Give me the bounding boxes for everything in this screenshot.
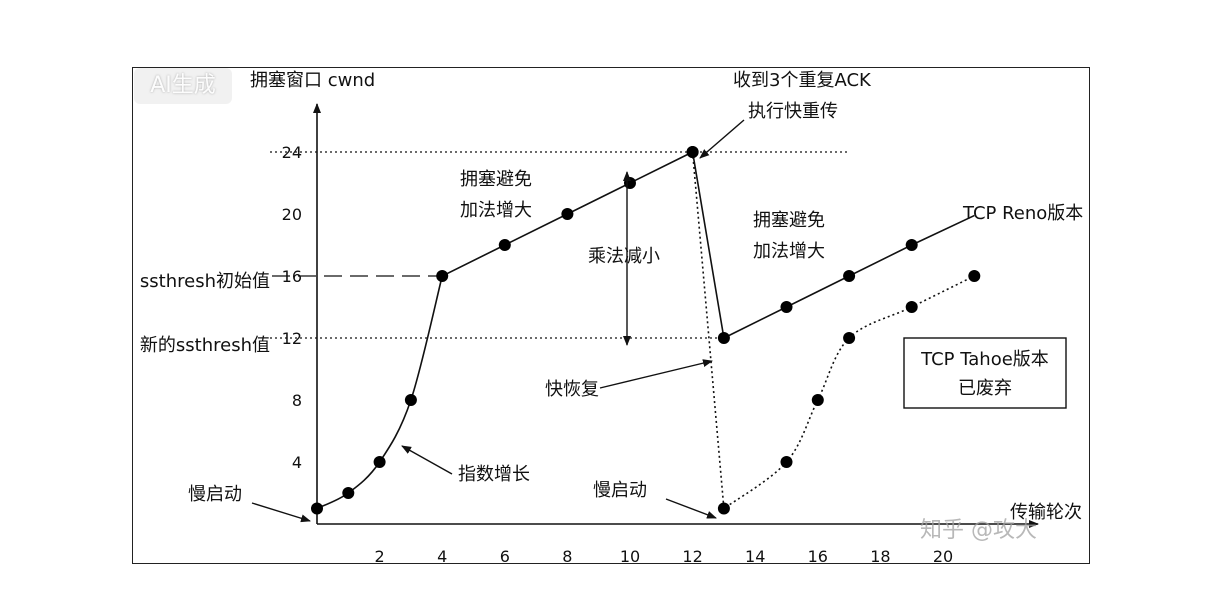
tahoe-data-point: [905, 301, 918, 313]
reno-data-point: [342, 487, 355, 499]
exponential-growth-label: 指数增长: [458, 464, 530, 485]
reno-data-point: [624, 177, 636, 189]
reno-data-point: [843, 270, 856, 282]
reno-data-point: [780, 301, 793, 313]
ssthresh-initial-label: ssthresh初始值: [140, 271, 270, 292]
slow-start-label-2: 慢启动: [593, 480, 647, 501]
x-tick-label: 12: [682, 547, 702, 566]
dup-ack-label: 收到3个重复ACK: [733, 70, 872, 91]
x-tick-label: 16: [808, 547, 828, 566]
x-tick-label: 20: [933, 547, 953, 566]
tahoe-series-line: [691, 151, 975, 510]
y-axis-label: 拥塞窗口 cwnd: [250, 70, 375, 91]
fast-retransmit-label: 执行快重传: [748, 101, 838, 122]
y-tick-label: 20: [282, 205, 302, 224]
slow-start-arrow-2: [665, 498, 717, 519]
chart-frame: [132, 67, 1090, 564]
reno-data-point: [311, 502, 323, 515]
y-tick-label: 4: [292, 453, 302, 472]
reno-data-point: [404, 394, 417, 406]
tahoe-data-point: [686, 146, 699, 158]
fast-recovery-label: 快恢复: [545, 379, 599, 400]
slow-start-arrow-1: [251, 502, 311, 523]
reno-data-point: [498, 239, 511, 251]
congestion-avoidance-label-1: 拥塞避免: [460, 169, 532, 190]
x-axis-label: 传输轮次: [1010, 502, 1082, 523]
x-tick-label: 8: [562, 547, 572, 566]
fast-recovery-arrow: [599, 359, 713, 389]
x-tick-label: 18: [870, 547, 890, 566]
x-tick-label: 2: [375, 547, 385, 566]
additive-increase-label-2: 加法增大: [753, 241, 825, 262]
x-tick-label: 10: [620, 547, 640, 566]
reno-data-point: [905, 239, 918, 251]
tahoe-label: TCP Tahoe版本: [920, 349, 1049, 370]
y-tick-label: 16: [282, 267, 302, 286]
x-tick-label: 6: [500, 547, 510, 566]
y-tick-label: 12: [282, 329, 302, 348]
fast-retransmit-arrow: [699, 119, 745, 159]
ssthresh-new-label: 新的ssthresh值: [140, 335, 270, 356]
reno-label: TCP Reno版本: [962, 203, 1083, 224]
reno-series-line: [316, 150, 975, 510]
x-tick-label: 14: [745, 547, 765, 566]
additive-increase-label-1: 加法增大: [460, 200, 532, 221]
x-tick-label: 4: [437, 547, 447, 566]
multiplicative-decrease-label: 乘法减小: [588, 246, 660, 267]
tahoe-data-point: [843, 332, 856, 344]
exp-growth-arrow: [401, 445, 453, 475]
zhihu-watermark: 知乎 @攻大: [920, 518, 1037, 543]
y-tick-label: 24: [282, 143, 302, 162]
congestion-avoidance-label-2: 拥塞避免: [753, 210, 825, 231]
tahoe-data-point: [968, 270, 981, 282]
reno-data-point: [717, 332, 730, 344]
y-tick-label: 8: [292, 391, 302, 410]
slow-start-label-1: 慢启动: [188, 484, 242, 505]
tahoe-box: [903, 337, 1067, 409]
reno-data-point: [561, 208, 574, 220]
ai-generated-badge: AI生成: [134, 68, 232, 104]
deprecated-label: 已废弃: [958, 378, 1012, 399]
reno-data-point: [373, 456, 386, 468]
tahoe-data-point: [811, 394, 824, 406]
tahoe-data-point: [717, 502, 730, 515]
reno-data-point: [436, 270, 449, 282]
tahoe-data-point: [780, 456, 793, 468]
